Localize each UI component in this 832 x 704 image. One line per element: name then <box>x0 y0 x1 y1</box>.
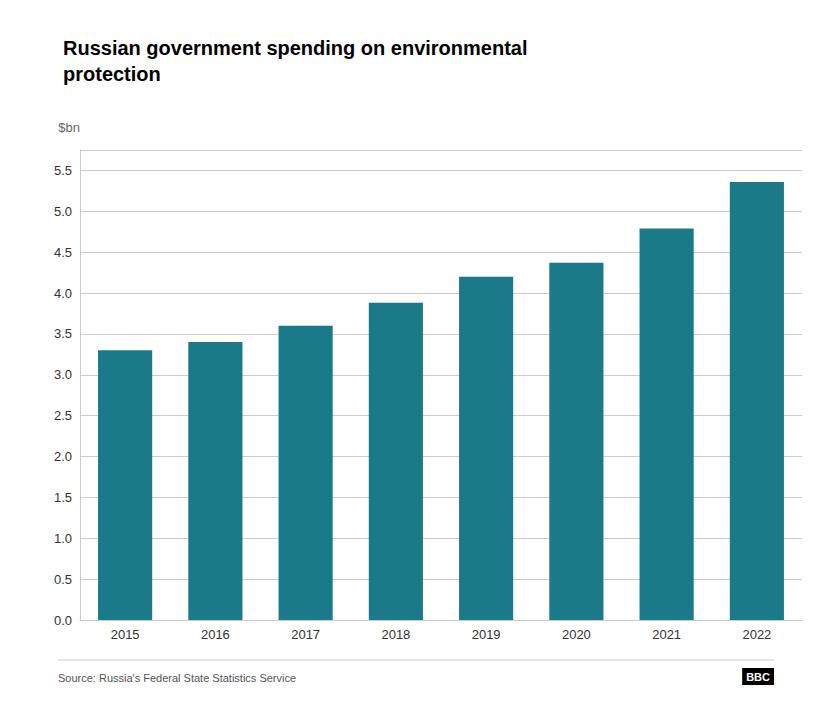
svg-text:protection: protection <box>63 63 161 85</box>
svg-text:2019: 2019 <box>472 627 501 642</box>
svg-text:2017: 2017 <box>291 627 320 642</box>
svg-text:2.5: 2.5 <box>54 408 72 423</box>
svg-text:2021: 2021 <box>652 627 681 642</box>
svg-text:2022: 2022 <box>742 627 771 642</box>
svg-text:2016: 2016 <box>201 627 230 642</box>
svg-text:Russian government spending on: Russian government spending on environme… <box>63 37 528 59</box>
svg-text:Source: Russia's Federal State: Source: Russia's Federal State Statistic… <box>58 672 296 684</box>
svg-text:2018: 2018 <box>381 627 410 642</box>
svg-text:1.0: 1.0 <box>54 531 72 546</box>
svg-text:2015: 2015 <box>111 627 140 642</box>
svg-text:4.0: 4.0 <box>54 286 72 301</box>
svg-text:5.5: 5.5 <box>54 163 72 178</box>
svg-text:2.0: 2.0 <box>54 449 72 464</box>
svg-text:5.0: 5.0 <box>54 204 72 219</box>
svg-text:4.5: 4.5 <box>54 245 72 260</box>
svg-text:0.0: 0.0 <box>54 613 72 628</box>
svg-text:3.0: 3.0 <box>54 367 72 382</box>
svg-text:0.5: 0.5 <box>54 572 72 587</box>
svg-text:2020: 2020 <box>562 627 591 642</box>
svg-text:BBC: BBC <box>746 671 770 683</box>
svg-text:1.5: 1.5 <box>54 490 72 505</box>
svg-text:$bn: $bn <box>58 120 80 135</box>
svg-text:3.5: 3.5 <box>54 326 72 341</box>
